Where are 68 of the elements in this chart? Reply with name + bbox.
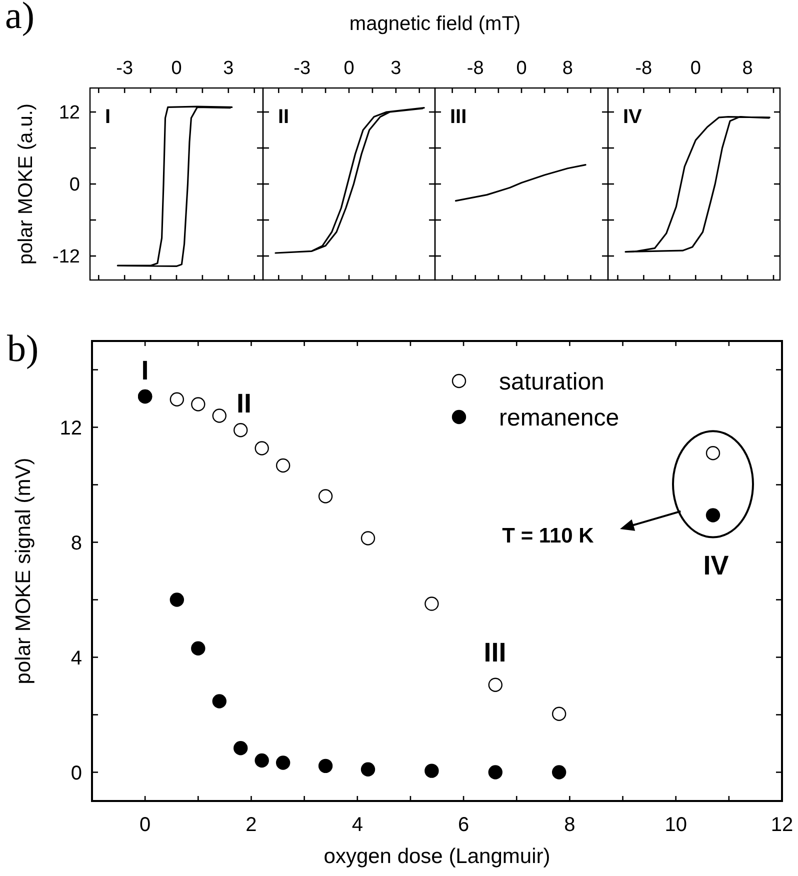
- text: a): [5, 0, 35, 37]
- point: [360, 531, 376, 546]
- annotation: III: [450, 106, 467, 128]
- point: [318, 758, 333, 774]
- x-tick-label: -3: [294, 58, 311, 79]
- point: [424, 764, 439, 778]
- x-tick-label: 2: [246, 814, 257, 836]
- point: [706, 446, 720, 460]
- point: [488, 678, 502, 692]
- point: [170, 592, 184, 607]
- y-axis-title: polar MOKE (a.u.): [15, 103, 37, 265]
- annotation: II: [236, 388, 252, 418]
- annotation: I: [105, 106, 111, 128]
- point: [276, 458, 290, 473]
- x-tick-label: 0: [344, 58, 354, 79]
- x-tick-label: 4: [352, 814, 363, 836]
- point: [552, 706, 566, 721]
- point: [191, 397, 206, 412]
- x-axis-title: magnetic field (mT): [349, 13, 521, 35]
- point: [191, 641, 206, 656]
- point: [360, 762, 376, 776]
- y-tick-label: 0: [70, 762, 82, 784]
- x-tick-label: 3: [390, 58, 402, 79]
- x-tick-label: 8: [562, 58, 573, 79]
- y-tick-label: 0: [69, 174, 80, 196]
- point: [234, 741, 248, 756]
- text: b): [7, 328, 39, 370]
- x-axis-title: oxygen dose (Langmuir): [324, 845, 550, 868]
- x-tick-label: 0: [140, 814, 151, 836]
- point: [212, 408, 226, 423]
- x-tick-label: 3: [223, 58, 234, 79]
- legend-label: saturation: [499, 368, 604, 396]
- x-tick-label: 0: [516, 58, 527, 79]
- point: [318, 489, 333, 504]
- annotation: T = 110 K: [502, 524, 594, 548]
- x-tick-label: -3: [116, 58, 134, 79]
- x-tick-label: 0: [171, 58, 182, 79]
- annotation: I: [141, 355, 149, 386]
- x-tick-label: 6: [458, 814, 470, 836]
- point: [552, 765, 566, 780]
- annotation: IV: [623, 106, 643, 128]
- annotation: IV: [703, 550, 729, 580]
- point: [212, 694, 226, 708]
- point: [488, 765, 502, 780]
- line-series: [116, 106, 233, 267]
- x-tick-label: 10: [664, 814, 687, 836]
- x-tick-label: -8: [635, 58, 652, 79]
- y-tick-label: 12: [58, 102, 80, 124]
- x-tick-label: -8: [466, 58, 484, 79]
- annotation: II: [278, 106, 290, 128]
- point: [276, 756, 290, 770]
- y-tick-label: 8: [70, 532, 82, 554]
- annotation: III: [484, 637, 506, 668]
- x-tick-label: 12: [770, 814, 794, 836]
- point: [254, 441, 269, 456]
- point: [170, 392, 184, 406]
- y-axis-title: polar MOKE signal (mV): [12, 458, 35, 684]
- point: [254, 753, 269, 768]
- x-tick-label: 8: [742, 58, 753, 79]
- y-tick-label: 4: [70, 647, 82, 670]
- y-tick-label: -12: [52, 246, 80, 268]
- x-tick-label: 0: [690, 58, 701, 79]
- x-tick-label: 8: [564, 814, 576, 836]
- y-tick-label: 12: [60, 417, 82, 440]
- point: [234, 423, 248, 438]
- point: [424, 596, 439, 611]
- point: [706, 508, 720, 522]
- legend-label: remanence: [499, 404, 620, 432]
